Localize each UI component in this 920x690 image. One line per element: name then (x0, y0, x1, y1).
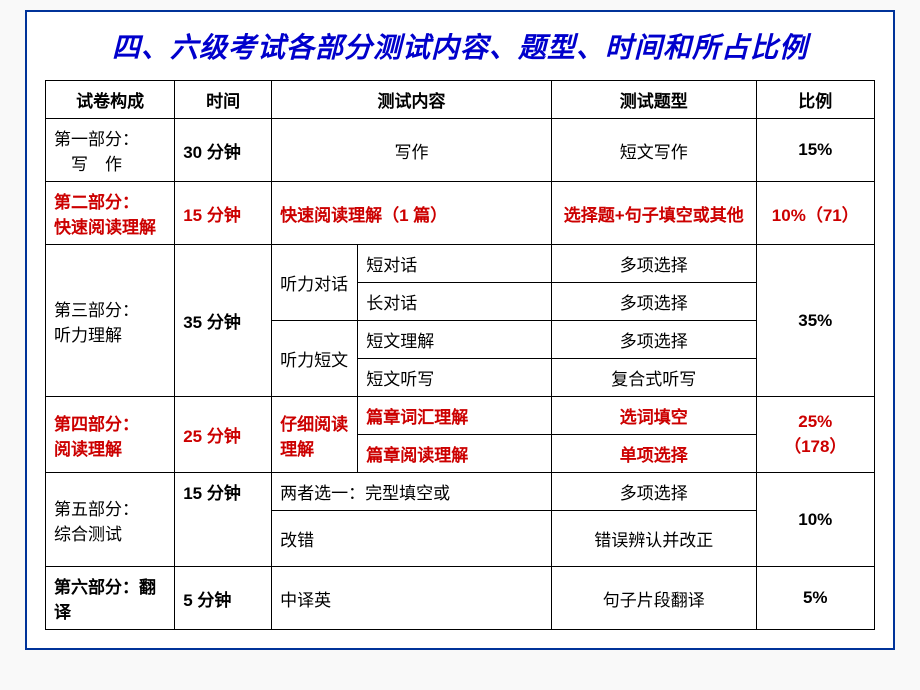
cell-qtype: 多项选择 (551, 473, 756, 511)
text-line: 写 作 (54, 150, 168, 175)
text-line: 第三部分： (54, 296, 168, 321)
cell-structure: 第六部分：翻译 (46, 567, 175, 630)
cell-content-sub: 短对话 (358, 245, 552, 283)
cell-qtype: 短文写作 (551, 119, 756, 182)
cell-content: 两者选一：完型填空或 (272, 473, 552, 511)
text-line: 快速阅读理解 (54, 213, 168, 238)
cell-structure: 第五部分： 综合测试 (46, 473, 175, 567)
cell-time: 15 分钟 (175, 182, 272, 245)
cell-ratio: 10% (756, 473, 874, 567)
cell-structure: 第二部分： 快速阅读理解 (46, 182, 175, 245)
cell-ratio: 35% (756, 245, 874, 397)
cell-content-sub: 仔细阅读理解 (272, 397, 358, 473)
cell-time: 35 分钟 (175, 245, 272, 397)
cell-qtype: 多项选择 (551, 245, 756, 283)
cell-qtype: 选择题+句子填空或其他 (551, 182, 756, 245)
table-row: 第二部分： 快速阅读理解 15 分钟 快速阅读理解（1 篇） 选择题+句子填空或… (46, 182, 875, 245)
text-line: 阅读理解 (54, 435, 168, 460)
cell-content-sub: 长对话 (358, 283, 552, 321)
cell-content: 改错 (272, 511, 552, 567)
cell-structure: 第四部分： 阅读理解 (46, 397, 175, 473)
cell-qtype: 多项选择 (551, 283, 756, 321)
th-qtype: 测试题型 (551, 81, 756, 119)
th-content: 测试内容 (272, 81, 552, 119)
cell-time: 5 分钟 (175, 567, 272, 630)
cell-ratio: 25% （178） (756, 397, 874, 473)
cell-qtype: 错误辨认并改正 (551, 511, 756, 567)
cell-content-sub: 听力短文 (272, 321, 358, 397)
table-row: 第六部分：翻译 5 分钟 中译英 句子片段翻译 5% (46, 567, 875, 630)
cell-content: 中译英 (272, 567, 552, 630)
table-row: 第四部分： 阅读理解 25 分钟 仔细阅读理解 篇章词汇理解 选词填空 25% … (46, 397, 875, 435)
cell-time: 30 分钟 (175, 119, 272, 182)
text-line: 第二部分： (54, 188, 168, 213)
exam-table: 试卷构成 时间 测试内容 测试题型 比例 第一部分： 写 作 30 分钟 写作 … (45, 80, 875, 630)
cell-qtype: 单项选择 (551, 435, 756, 473)
cell-structure: 第一部分： 写 作 (46, 119, 175, 182)
cell-content-sub: 短文听写 (358, 359, 552, 397)
cell-qtype: 多项选择 (551, 321, 756, 359)
cell-time: 15 分钟 (175, 473, 272, 567)
cell-structure: 第三部分： 听力理解 (46, 245, 175, 397)
table-row: 第五部分： 综合测试 15 分钟 两者选一：完型填空或 多项选择 10% (46, 473, 875, 511)
text-line: 第五部分： (54, 495, 168, 520)
th-ratio: 比例 (756, 81, 874, 119)
cell-content-sub: 短文理解 (358, 321, 552, 359)
cell-ratio: 10%（71） (756, 182, 874, 245)
cell-content-sub: 听力对话 (272, 245, 358, 321)
text-line: 第一部分： (54, 125, 168, 150)
text-line: 听力理解 (54, 321, 168, 346)
cell-content: 写作 (272, 119, 552, 182)
text-line: 第四部分： (54, 410, 168, 435)
text-line: 25% (763, 412, 868, 432)
cell-qtype: 复合式听写 (551, 359, 756, 397)
th-structure: 试卷构成 (46, 81, 175, 119)
cell-qtype: 句子片段翻译 (551, 567, 756, 630)
text-line: （178） (763, 432, 868, 457)
table-row: 第一部分： 写 作 30 分钟 写作 短文写作 15% (46, 119, 875, 182)
cell-time: 25 分钟 (175, 397, 272, 473)
cell-content-sub: 篇章词汇理解 (358, 397, 552, 435)
th-time: 时间 (175, 81, 272, 119)
page-title: 四、六级考试各部分测试内容、题型、时间和所占比例 (45, 26, 875, 66)
cell-content-sub: 篇章阅读理解 (358, 435, 552, 473)
table-header: 试卷构成 时间 测试内容 测试题型 比例 (46, 81, 875, 119)
table-row: 第三部分： 听力理解 35 分钟 听力对话 短对话 多项选择 35% (46, 245, 875, 283)
cell-qtype: 选词填空 (551, 397, 756, 435)
cell-content: 快速阅读理解（1 篇） (272, 182, 552, 245)
text-line: 综合测试 (54, 520, 168, 545)
slide-container: 四、六级考试各部分测试内容、题型、时间和所占比例 试卷构成 时间 测试内容 测试… (25, 10, 895, 650)
cell-ratio: 5% (756, 567, 874, 630)
cell-ratio: 15% (756, 119, 874, 182)
